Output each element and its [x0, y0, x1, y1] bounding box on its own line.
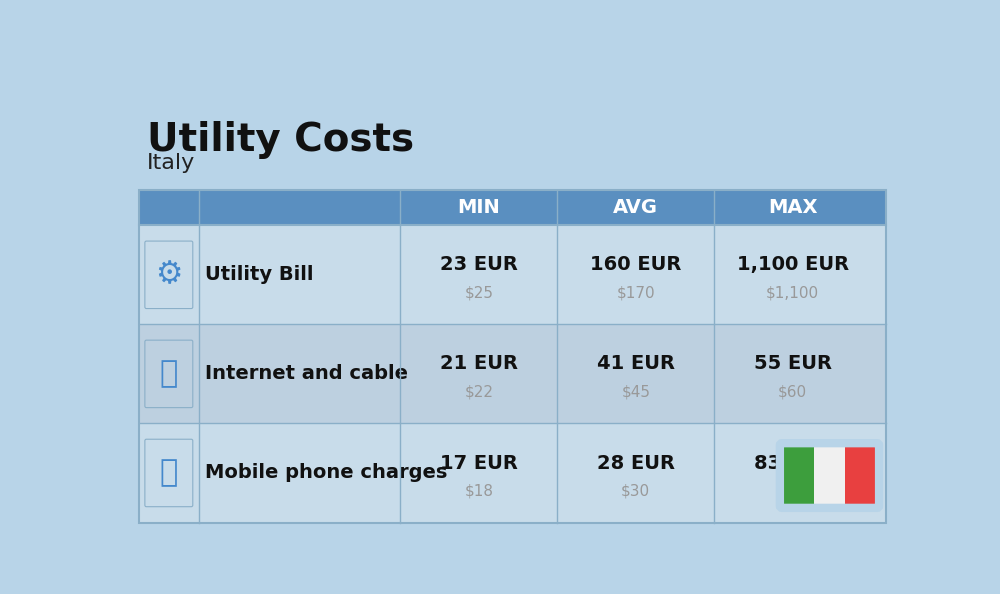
Text: Italy: Italy [147, 153, 195, 173]
Text: $22: $22 [464, 384, 493, 399]
Text: Utility Costs: Utility Costs [147, 121, 414, 159]
Text: 21 EUR: 21 EUR [440, 355, 518, 374]
FancyBboxPatch shape [845, 446, 877, 505]
Text: 17 EUR: 17 EUR [440, 454, 518, 473]
Text: $1,100: $1,100 [766, 285, 819, 300]
FancyBboxPatch shape [139, 225, 886, 324]
FancyBboxPatch shape [139, 324, 886, 424]
Text: 41 EUR: 41 EUR [597, 355, 675, 374]
Text: Utility Bill: Utility Bill [205, 266, 313, 285]
Text: 📱: 📱 [160, 459, 178, 488]
Text: MAX: MAX [768, 198, 817, 217]
Text: 📶: 📶 [160, 359, 178, 388]
Text: $45: $45 [621, 384, 650, 399]
Text: $30: $30 [621, 484, 650, 498]
Text: MIN: MIN [458, 198, 500, 217]
FancyBboxPatch shape [782, 446, 814, 505]
FancyBboxPatch shape [814, 446, 845, 505]
Text: 83 EUR: 83 EUR [754, 454, 832, 473]
Text: 28 EUR: 28 EUR [597, 454, 675, 473]
FancyBboxPatch shape [139, 190, 886, 225]
Text: $60: $60 [778, 384, 807, 399]
Text: Internet and cable: Internet and cable [205, 364, 408, 383]
FancyBboxPatch shape [145, 241, 193, 308]
Text: ⚙: ⚙ [155, 260, 183, 289]
Text: $170: $170 [616, 285, 655, 300]
Text: Mobile phone charges: Mobile phone charges [205, 463, 447, 482]
Text: 1,100 EUR: 1,100 EUR [737, 255, 849, 274]
FancyBboxPatch shape [145, 340, 193, 407]
Text: 23 EUR: 23 EUR [440, 255, 518, 274]
Text: 55 EUR: 55 EUR [754, 355, 832, 374]
Text: 160 EUR: 160 EUR [590, 255, 681, 274]
FancyBboxPatch shape [780, 443, 879, 508]
Text: $89: $89 [778, 484, 807, 498]
FancyBboxPatch shape [145, 439, 193, 507]
Text: $25: $25 [464, 285, 493, 300]
FancyBboxPatch shape [139, 424, 886, 523]
Text: $18: $18 [464, 484, 493, 498]
Text: AVG: AVG [613, 198, 658, 217]
